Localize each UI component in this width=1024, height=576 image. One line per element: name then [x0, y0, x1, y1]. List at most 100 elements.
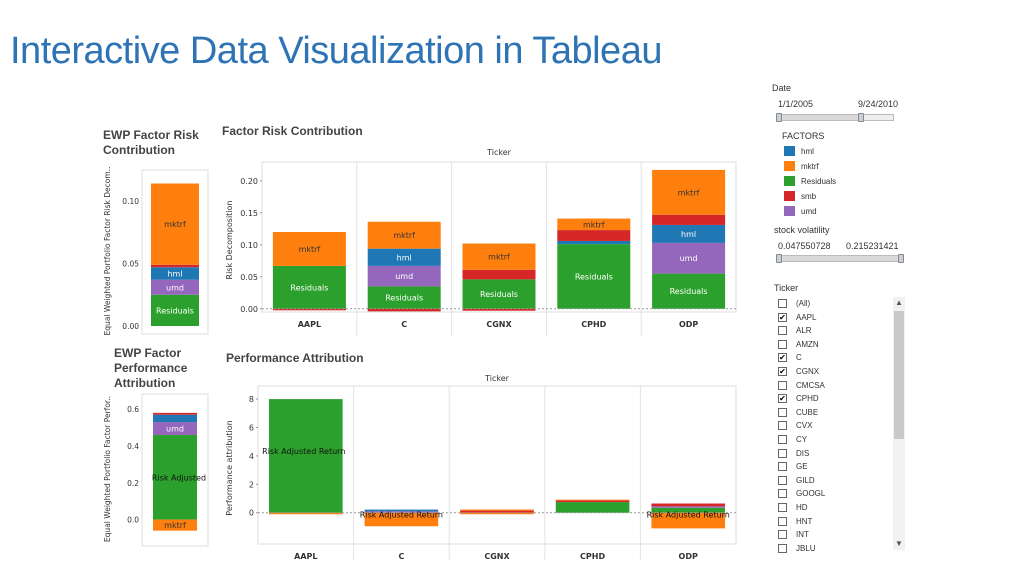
checkbox-checked-icon[interactable]: ✔: [778, 394, 787, 404]
bar-segment-negative: [651, 512, 726, 529]
legend-item-hml[interactable]: hml: [784, 145, 814, 157]
ticker-option[interactable]: CUBE: [778, 406, 818, 419]
bar-label-umd: umd: [166, 283, 184, 292]
bar-segment-smb: [651, 503, 726, 507]
checkbox-unchecked-icon[interactable]: [778, 543, 787, 553]
x-tick-label: ODP: [679, 552, 698, 560]
ticker-option[interactable]: CMCSA: [778, 379, 825, 392]
ticker-option[interactable]: HNT: [778, 515, 812, 528]
scroll-up-icon[interactable]: ▲: [895, 298, 903, 307]
checkbox-unchecked-icon[interactable]: [778, 339, 787, 349]
checkbox-unchecked-icon[interactable]: [778, 421, 787, 431]
ticker-option[interactable]: INT: [778, 528, 809, 541]
ticker-option-label: GE: [796, 462, 808, 472]
ticker-option-label: ALR: [796, 326, 812, 336]
volatility-max-value: 0.215231421: [846, 241, 899, 251]
date-start-handle[interactable]: [776, 113, 782, 122]
ticker-option[interactable]: (All): [778, 297, 810, 310]
scroll-down-icon[interactable]: ▼: [895, 539, 903, 548]
volatility-min-handle[interactable]: [776, 254, 782, 263]
ticker-option[interactable]: HD: [778, 501, 808, 514]
ticker-option[interactable]: CY: [778, 433, 807, 446]
ticker-option[interactable]: ✔ CPHD: [778, 392, 819, 405]
legend-item-smb[interactable]: smb: [784, 190, 816, 202]
legend-item-mktrf[interactable]: mktrf: [784, 160, 819, 172]
ticker-option-label: GOOGL: [796, 489, 826, 499]
y-tick-label: 0.05: [240, 273, 258, 282]
checkbox-unchecked-icon[interactable]: [778, 326, 787, 336]
ticker-option[interactable]: GILD: [778, 474, 815, 487]
checkbox-unchecked-icon[interactable]: [778, 516, 787, 526]
bar-segment-hml: [151, 267, 199, 280]
legend-item-residuals[interactable]: Residuals: [784, 175, 836, 187]
checkbox-unchecked-icon[interactable]: [778, 448, 787, 458]
factor-risk-chart[interactable]: Ticker Risk Decomposition 0.20 0.15 0.10 0.05…: [220, 143, 740, 338]
ticker-scrollbar[interactable]: ▲ ▼: [893, 297, 905, 550]
ticker-option-label: (All): [796, 299, 811, 308]
checkbox-unchecked-icon[interactable]: [778, 435, 787, 444]
volatility-max-handle[interactable]: [898, 254, 904, 263]
ewp-factor-risk-title: EWP Factor Risk Contribution: [103, 128, 199, 157]
ticker-option[interactable]: DIS: [778, 447, 809, 460]
performance-attribution-title: Performance Attribution: [226, 351, 364, 365]
scroll-thumb[interactable]: [894, 311, 904, 439]
bar-segment-negative: [462, 308, 536, 311]
column-header: Ticker: [486, 148, 512, 157]
bar-segment-residuals: [367, 286, 441, 309]
y-tick-label: 0.0: [127, 516, 139, 525]
checkbox-unchecked-icon[interactable]: [778, 489, 787, 499]
checkbox-unchecked-icon[interactable]: [778, 530, 787, 540]
ticker-option[interactable]: ALR: [778, 324, 812, 337]
ticker-option[interactable]: JBLU: [778, 542, 816, 553]
x-tick-label: CGNX: [486, 320, 512, 329]
bar-segment-smb: [153, 412, 197, 415]
x-tick-label: AAPL: [298, 320, 321, 329]
bar-segment-hml: [652, 224, 726, 243]
y-tick-label: 0.15: [240, 209, 258, 218]
ticker-option[interactable]: ✔ C: [778, 351, 802, 364]
x-tick-label: CPHD: [581, 320, 606, 329]
bar-segment-umd: [367, 265, 441, 287]
checkbox-unchecked-icon[interactable]: [778, 407, 787, 417]
legend-item-umd[interactable]: umd: [784, 205, 817, 217]
bar-label-mktrf: mktrf: [164, 521, 186, 530]
y-axis-label: Performance attribution: [225, 420, 234, 515]
date-range-slider[interactable]: [776, 113, 894, 122]
ticker-option[interactable]: ✔ AAPL: [778, 311, 816, 324]
date-end-handle[interactable]: [858, 113, 865, 122]
volatility-range-slider[interactable]: [776, 254, 904, 263]
y-tick-label: 0.2: [127, 479, 139, 488]
bar-segment-hml: [153, 414, 197, 423]
checkbox-checked-icon[interactable]: ✔: [778, 353, 787, 363]
ticker-option-label: CUBE: [796, 407, 819, 417]
checkbox-checked-icon[interactable]: ✔: [778, 312, 787, 322]
x-tick-label: ODP: [679, 320, 698, 329]
bar-label-hml: hml: [681, 230, 696, 239]
checkbox-unchecked-icon[interactable]: [778, 299, 787, 308]
bar-label-residuals: Residuals: [156, 306, 194, 315]
x-tick-label: C: [401, 320, 407, 329]
ticker-option-label: C: [796, 353, 802, 363]
performance-attribution-chart[interactable]: Ticker Performance attribution 8 6 4 2 0 AAPL C C…: [220, 370, 740, 560]
ewp-performance-chart[interactable]: Equal Weighted Portfolio Factor Perfor..…: [100, 392, 212, 548]
ticker-list: (All) ✔ AAPL ALR AMZN ✔ C ✔ CGNX CMCSA ✔ CPHD CUBE CV…: [778, 297, 888, 553]
checkbox-unchecked-icon[interactable]: [778, 475, 787, 485]
ticker-option[interactable]: AMZN: [778, 338, 819, 351]
ticker-option[interactable]: CVX: [778, 419, 812, 432]
ticker-option[interactable]: ✔ CGNX: [778, 365, 819, 378]
factors-legend-label: FACTORS: [782, 131, 825, 141]
checkbox-checked-icon[interactable]: ✔: [778, 367, 787, 376]
checkbox-unchecked-icon[interactable]: [778, 503, 787, 512]
ticker-option[interactable]: GOOGL: [778, 487, 825, 500]
checkbox-unchecked-icon[interactable]: [778, 380, 787, 390]
ewp-factor-risk-chart[interactable]: Equal Weighted Portfolio Factor Risk Dec…: [100, 158, 212, 336]
x-tick-label: AAPL: [294, 552, 317, 560]
bar-label-residuals: Residuals: [575, 272, 613, 281]
ticker-option[interactable]: GE: [778, 460, 808, 473]
bar-segment-hml: [364, 509, 439, 512]
bar-label-residuals: Residuals: [385, 294, 423, 303]
bar-segment-mktrf: [462, 243, 536, 270]
checkbox-unchecked-icon[interactable]: [778, 462, 787, 472]
y-tick-label: 0.05: [122, 260, 139, 269]
date-filter-label: Date: [772, 83, 792, 93]
